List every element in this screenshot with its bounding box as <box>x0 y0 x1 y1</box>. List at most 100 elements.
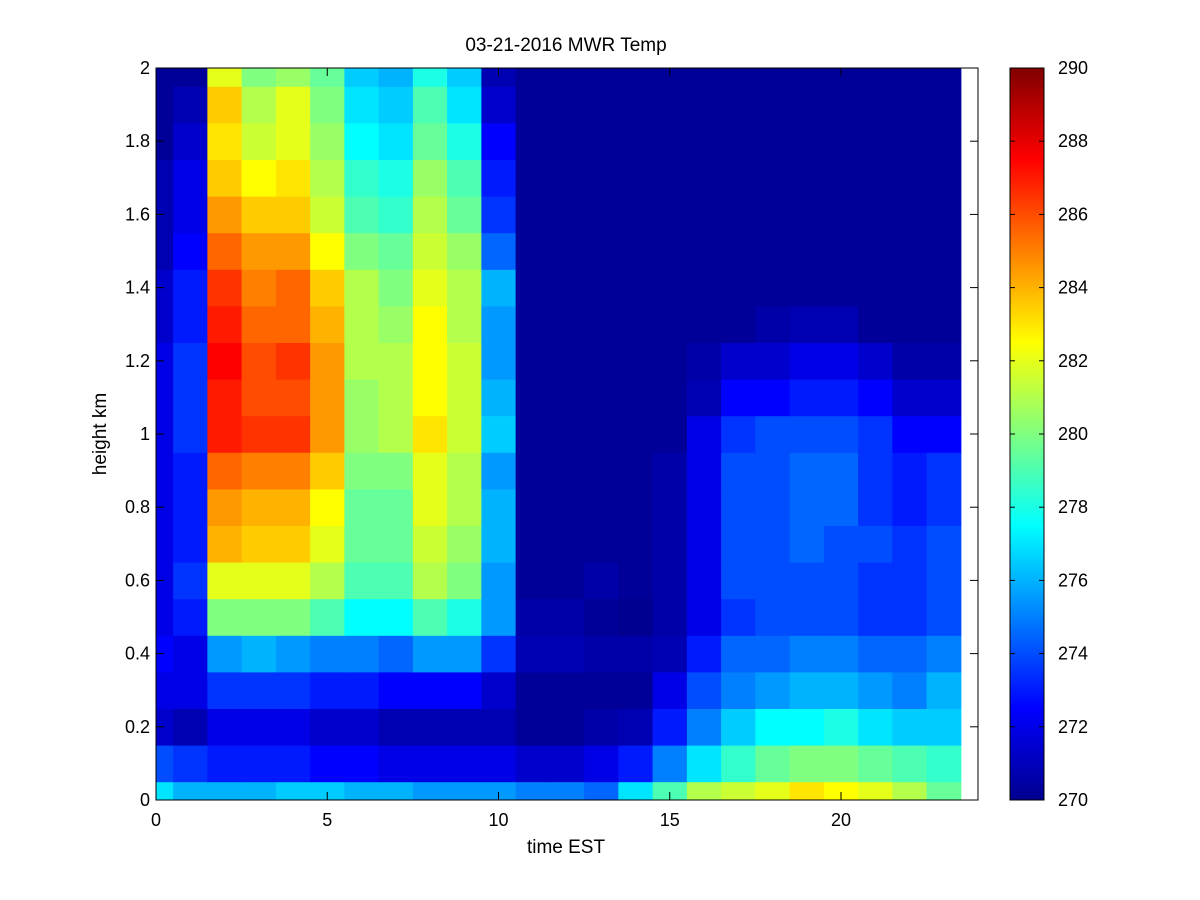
heatmap-cell <box>207 196 243 234</box>
heatmap-cell <box>207 745 243 783</box>
heatmap-cell <box>755 415 791 453</box>
heatmap-cell <box>447 232 482 270</box>
heatmap-cell <box>275 415 311 453</box>
heatmap-cell <box>344 159 380 197</box>
heatmap-cell <box>686 598 722 636</box>
heatmap-cell <box>173 635 208 673</box>
heatmap-cell <box>549 305 585 343</box>
heatmap-cell <box>858 488 893 526</box>
heatmap-cell <box>584 635 619 673</box>
heatmap-cell <box>584 269 619 307</box>
colorbar-tick-label: 286 <box>1058 204 1088 224</box>
heatmap-cell <box>515 379 551 417</box>
heatmap-cell <box>156 68 174 87</box>
heatmap-cell <box>173 488 208 526</box>
heatmap-cell <box>481 379 517 417</box>
heatmap-cell <box>584 86 619 124</box>
heatmap-cell <box>241 379 277 417</box>
heatmap-cell <box>823 68 859 87</box>
chart-title: 03-21-2016 MWR Temp <box>465 35 666 56</box>
heatmap-cell <box>310 745 345 783</box>
heatmap-cell <box>652 159 688 197</box>
heatmap-cell <box>686 415 722 453</box>
heatmap-cell <box>156 232 174 270</box>
heatmap-cell <box>481 452 517 490</box>
heatmap-cell <box>823 86 859 124</box>
heatmap-cell <box>275 305 311 343</box>
heatmap-cell <box>241 342 277 380</box>
y-tick-label: 0 <box>140 790 150 810</box>
heatmap-cell <box>755 379 791 417</box>
heatmap-cell <box>721 305 756 343</box>
heatmap-cell <box>207 525 243 563</box>
heatmap-cell <box>378 452 414 490</box>
heatmap-cell <box>721 342 756 380</box>
heatmap-cell <box>858 525 893 563</box>
heatmap-cell <box>344 635 380 673</box>
heatmap-cell <box>481 342 517 380</box>
heatmap-cell <box>447 562 482 600</box>
heatmap-cell <box>686 232 722 270</box>
heatmap-cell <box>310 379 345 417</box>
y-tick-label: 2 <box>140 58 150 78</box>
heatmap-cell <box>892 379 928 417</box>
heatmap-cell <box>447 68 482 87</box>
heatmap-cell <box>618 68 654 87</box>
heatmap-cell <box>412 635 448 673</box>
heatmap-cell <box>618 305 654 343</box>
heatmap-cell <box>549 671 585 709</box>
heatmap-cell <box>618 196 654 234</box>
heatmap-cell <box>275 159 311 197</box>
heatmap-cell <box>755 232 791 270</box>
heatmap-cell <box>275 671 311 709</box>
heatmap-cell <box>755 635 791 673</box>
heatmap-cell <box>926 525 962 563</box>
heatmap-cell <box>549 159 585 197</box>
y-tick-label: 0.2 <box>125 717 150 737</box>
heatmap-cell <box>858 122 893 160</box>
heatmap-cell <box>823 708 859 746</box>
heatmap-cell <box>156 635 174 673</box>
heatmap-cell <box>310 415 345 453</box>
heatmap-cell <box>686 68 722 87</box>
heatmap-cell <box>378 122 414 160</box>
heatmap-cell <box>275 488 311 526</box>
heatmap-cell <box>412 671 448 709</box>
heatmap-cell <box>412 379 448 417</box>
heatmap-cell <box>156 525 174 563</box>
heatmap-cell <box>412 708 448 746</box>
heatmap-cell <box>173 196 208 234</box>
heatmap-cell <box>652 305 688 343</box>
x-tick-label: 10 <box>488 810 508 830</box>
heatmap-cell <box>858 68 893 87</box>
heatmap-cell <box>378 86 414 124</box>
heatmap-cell <box>686 86 722 124</box>
heatmap-cell <box>721 122 756 160</box>
heatmap-cell <box>652 525 688 563</box>
heatmap-cell <box>447 415 482 453</box>
heatmap-cell <box>926 122 962 160</box>
heatmap-cell <box>378 379 414 417</box>
heatmap-cell <box>926 598 962 636</box>
heatmap-cell <box>926 269 962 307</box>
heatmap-cell <box>686 305 722 343</box>
heatmap-cell <box>447 598 482 636</box>
heatmap-cell <box>789 305 825 343</box>
heatmap-cell <box>858 159 893 197</box>
heatmap-cell <box>823 159 859 197</box>
heatmap-cell <box>447 488 482 526</box>
heatmap-cell <box>686 562 722 600</box>
heatmap-cell <box>173 598 208 636</box>
heatmap-cell <box>755 452 791 490</box>
heatmap-cell <box>344 415 380 453</box>
heatmap-cell <box>241 305 277 343</box>
heatmap-cell <box>755 86 791 124</box>
heatmap-cell <box>344 525 380 563</box>
heatmap-cell <box>156 708 174 746</box>
heatmap-cell <box>173 745 208 783</box>
heatmap-cell <box>858 379 893 417</box>
heatmap-cell <box>156 342 174 380</box>
heatmap-cell <box>789 269 825 307</box>
y-tick-label: 1.8 <box>125 131 150 151</box>
